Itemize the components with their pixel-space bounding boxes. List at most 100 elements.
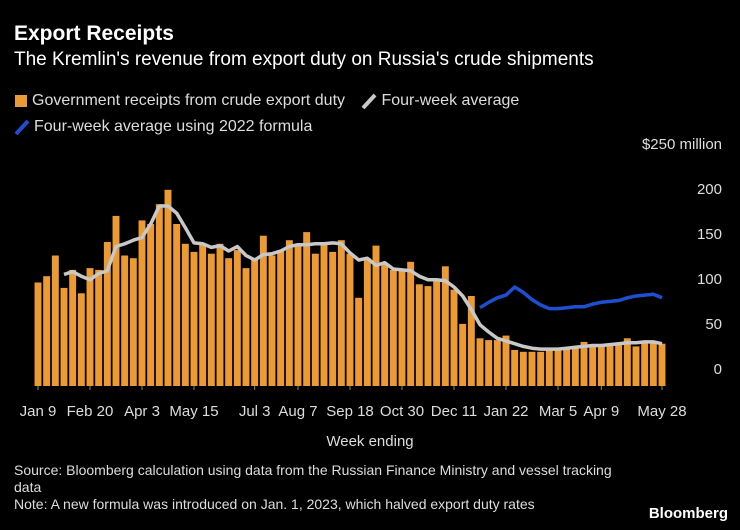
x-tick-label: May 15 <box>169 403 218 420</box>
line <box>63 204 663 351</box>
title: Export Receipts <box>14 22 174 45</box>
legend-swatch <box>362 93 377 110</box>
bar <box>433 279 441 386</box>
bar <box>259 235 267 386</box>
bar <box>225 258 233 386</box>
bar <box>571 346 579 386</box>
bar <box>77 293 85 386</box>
bar <box>320 243 328 386</box>
subtitle: The Kremlin's revenue from export duty o… <box>14 49 594 70</box>
bar <box>190 251 198 386</box>
bar <box>554 350 562 386</box>
bar <box>467 296 475 386</box>
bar <box>329 251 337 386</box>
bar <box>277 250 285 386</box>
bar <box>450 289 458 386</box>
x-tick-label: Mar 5 <box>539 403 577 420</box>
bar <box>121 255 129 386</box>
x-tick-label: Jan 9 <box>20 403 57 420</box>
y-tick-label: 100 <box>697 271 722 288</box>
bar <box>216 243 224 386</box>
bar <box>337 240 345 386</box>
bar <box>606 343 614 386</box>
bar <box>623 338 631 386</box>
bar <box>294 243 302 386</box>
bar <box>519 351 527 386</box>
bar <box>311 253 319 386</box>
bar <box>485 340 493 386</box>
bar <box>476 338 484 386</box>
bar <box>199 243 207 386</box>
legend-swatch <box>14 119 30 136</box>
bar <box>207 253 215 386</box>
bar <box>502 335 510 386</box>
notes: Source: Bloomberg calculation using data… <box>14 462 614 513</box>
bar <box>164 189 172 386</box>
bar <box>86 268 94 386</box>
bar <box>441 266 449 386</box>
bar <box>155 204 163 386</box>
bar <box>407 261 415 386</box>
bar <box>355 297 363 386</box>
legend-swatch <box>15 94 27 107</box>
legend-item: Four-week average <box>361 88 519 114</box>
x-tick-label: Jul 3 <box>239 403 271 420</box>
bar <box>597 346 605 386</box>
bar <box>615 343 623 386</box>
bar <box>424 286 432 386</box>
x-tick-label: Apr 9 <box>583 403 619 420</box>
bar <box>69 269 77 386</box>
bar <box>389 269 397 386</box>
bar <box>363 258 371 386</box>
brand: Bloomberg <box>648 505 728 522</box>
bar <box>303 232 311 386</box>
bar <box>173 224 181 386</box>
note: Note: A new formula was introduced on Ja… <box>14 496 535 512</box>
x-tick-label: May 28 <box>637 403 686 420</box>
y-tick-label: 0 <box>714 361 722 378</box>
bar <box>511 350 519 386</box>
x-tick-label: Dec 11 <box>431 403 477 420</box>
y-tick-label: $250 million <box>642 136 722 153</box>
source: Source: Bloomberg calculation using data… <box>14 462 612 495</box>
y-tick-label: 200 <box>697 181 722 198</box>
bar <box>589 346 597 386</box>
bar <box>658 343 666 386</box>
bar <box>51 255 59 386</box>
bar <box>112 215 120 386</box>
x-tick-label: Sep 18 <box>326 403 374 420</box>
bar <box>95 269 103 386</box>
legend-label: Four-week average using 2022 formula <box>34 118 313 135</box>
bar <box>398 269 406 386</box>
bar <box>563 348 571 386</box>
bar <box>129 258 137 386</box>
bar <box>242 268 250 386</box>
bar <box>233 250 241 386</box>
bar <box>381 263 389 386</box>
bar <box>641 341 649 386</box>
x-tick-label: Aug 7 <box>278 403 317 420</box>
bar <box>493 340 501 386</box>
y-tick-label: 150 <box>697 226 722 243</box>
bar <box>147 224 155 386</box>
line <box>479 285 663 311</box>
bar <box>537 351 545 386</box>
bar <box>545 350 553 386</box>
bar <box>459 323 467 386</box>
x-tick-label: Jan 22 <box>483 403 528 420</box>
legend-label: Four-week average <box>381 92 520 109</box>
x-tick-label: Feb 20 <box>67 403 114 420</box>
bar <box>138 220 146 386</box>
bar <box>268 255 276 386</box>
x-tick-label: Oct 30 <box>380 403 424 420</box>
y-tick-label: 50 <box>705 316 722 333</box>
legend-label: Government receipts from crude export du… <box>32 92 346 109</box>
bar <box>528 351 536 386</box>
bar <box>649 341 657 386</box>
bar <box>251 258 259 386</box>
bar <box>103 242 111 386</box>
bar <box>60 287 68 386</box>
legend: Government receipts from crude export du… <box>14 88 614 140</box>
bar <box>415 284 423 386</box>
